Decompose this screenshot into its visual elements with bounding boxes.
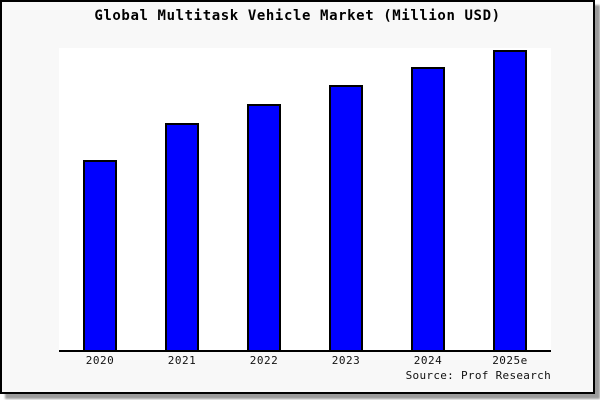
bar-2021: [165, 123, 199, 350]
x-axis-label: 2025e: [492, 354, 528, 367]
bar-2023: [329, 85, 363, 350]
bar-slot: [469, 48, 551, 350]
chart-title: Global Multitask Vehicle Market (Million…: [94, 8, 501, 24]
bar-slots: [59, 48, 551, 350]
bar-2020: [83, 160, 117, 350]
x-axis-label: 2024: [413, 354, 443, 367]
x-axis-label: 2021: [167, 354, 197, 367]
bar-slot: [223, 48, 305, 350]
bar-slot: [387, 48, 469, 350]
bar-slot: [141, 48, 223, 350]
bar-2024: [411, 67, 445, 350]
x-axis-label: 2023: [331, 354, 361, 367]
bar-2022: [247, 104, 281, 350]
x-axis-labels: 2020 2021 2022 2023 2024 2025e: [59, 354, 551, 367]
x-axis-label: 2022: [249, 354, 279, 367]
bar-2025e: [493, 50, 527, 350]
plot-area: [59, 48, 551, 352]
x-axis-label: 2020: [85, 354, 115, 367]
chart-card: Global Multitask Vehicle Market (Million…: [0, 0, 595, 394]
source-note: Source: Prof Research: [405, 369, 551, 382]
bar-slot: [305, 48, 387, 350]
bar-slot: [59, 48, 141, 350]
